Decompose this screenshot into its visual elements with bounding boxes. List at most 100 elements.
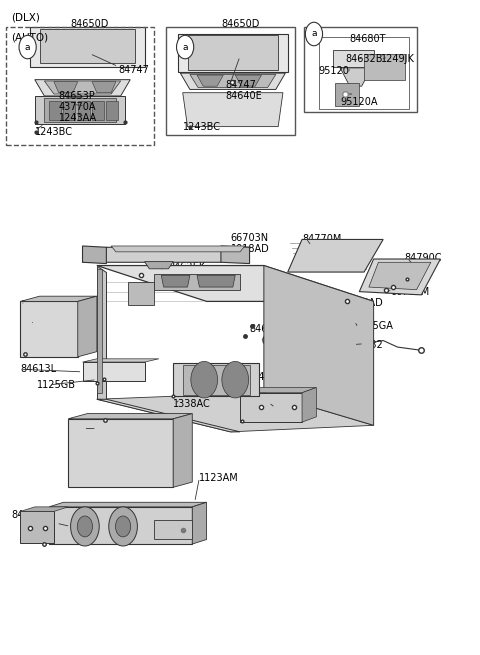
Text: 84790C: 84790C [405,253,442,263]
Text: 84631C: 84631C [262,336,299,346]
Polygon shape [319,37,409,109]
Text: 1338AC: 1338AC [173,400,211,409]
Polygon shape [35,96,125,124]
Polygon shape [190,75,276,88]
Polygon shape [364,54,405,80]
Text: 84747: 84747 [30,314,61,325]
Text: 84770M: 84770M [302,234,341,244]
Text: 84611: 84611 [250,324,280,335]
Polygon shape [180,73,285,90]
Polygon shape [54,82,78,93]
Text: 84680D: 84680D [21,300,59,310]
Text: 91632: 91632 [352,340,383,350]
Text: 43770A: 43770A [59,102,96,112]
Text: (DLX): (DLX) [11,12,40,23]
Polygon shape [154,520,192,540]
Text: a: a [182,43,188,52]
Text: 1129AE: 1129AE [37,529,74,539]
Text: 95800K: 95800K [54,518,91,528]
Polygon shape [78,296,97,357]
Polygon shape [111,246,245,252]
Polygon shape [178,34,288,72]
Polygon shape [97,393,373,432]
Polygon shape [63,100,75,120]
Polygon shape [235,75,262,86]
Polygon shape [288,240,383,272]
Polygon shape [221,246,250,263]
Text: 1243BC: 1243BC [183,122,221,132]
Text: 84747: 84747 [118,65,149,75]
Polygon shape [154,274,240,290]
Text: 84632B: 84632B [345,54,383,64]
Polygon shape [49,502,206,507]
Text: 84631H: 84631H [274,403,312,413]
Text: 83485B: 83485B [190,380,228,390]
Polygon shape [78,100,90,120]
Text: a: a [311,29,317,39]
Polygon shape [192,502,206,544]
Polygon shape [44,98,116,122]
Polygon shape [68,413,192,419]
Text: 84650D: 84650D [221,19,259,29]
Text: a: a [25,43,30,52]
Text: 84680T: 84680T [350,34,386,45]
Polygon shape [302,388,316,422]
Polygon shape [173,364,259,396]
Circle shape [222,362,249,398]
Text: (AUTO): (AUTO) [11,32,48,43]
Text: 1249JK: 1249JK [381,54,415,64]
Polygon shape [83,248,250,262]
Polygon shape [188,35,278,70]
Polygon shape [92,100,104,120]
Polygon shape [183,93,283,126]
Polygon shape [240,388,316,393]
Polygon shape [49,507,192,544]
Polygon shape [107,100,118,120]
Text: 1125GB: 1125GB [37,380,76,390]
Text: 1018AD: 1018AD [345,298,384,308]
Text: 1018AD: 1018AD [230,244,269,254]
Polygon shape [68,419,173,487]
Text: 1243AA: 1243AA [59,113,97,123]
Polygon shape [30,28,144,67]
Text: 84635A: 84635A [11,510,48,520]
Text: 66703M: 66703M [390,287,430,297]
Polygon shape [97,269,102,393]
Polygon shape [97,265,373,301]
Polygon shape [197,75,223,86]
Text: 95120: 95120 [319,66,349,76]
Polygon shape [97,400,240,432]
Text: 84650D: 84650D [71,19,109,29]
Polygon shape [240,393,302,422]
Circle shape [71,507,99,546]
Polygon shape [97,265,107,400]
Polygon shape [83,359,159,362]
Polygon shape [21,296,97,301]
Text: 1123AM: 1123AM [199,472,239,483]
Text: 84630E: 84630E [83,424,119,434]
Circle shape [191,362,217,398]
Text: 1243BC: 1243BC [247,372,285,382]
Text: 84625K: 84625K [168,262,205,272]
Text: 66703N: 66703N [230,233,269,243]
Polygon shape [197,275,235,287]
Polygon shape [44,81,120,94]
Circle shape [19,35,36,59]
Circle shape [177,35,194,59]
Polygon shape [83,362,144,381]
Circle shape [77,516,93,537]
Text: 84660: 84660 [85,248,116,257]
Polygon shape [21,507,68,512]
Polygon shape [128,282,154,305]
Text: 84640E: 84640E [226,91,263,101]
Polygon shape [39,29,135,64]
Polygon shape [264,265,373,425]
Polygon shape [369,262,431,290]
Polygon shape [35,80,130,96]
Polygon shape [333,50,373,67]
Text: 95120A: 95120A [340,98,378,107]
Text: 84747: 84747 [226,80,256,90]
Polygon shape [340,68,371,86]
Polygon shape [21,301,78,357]
Polygon shape [183,365,250,395]
